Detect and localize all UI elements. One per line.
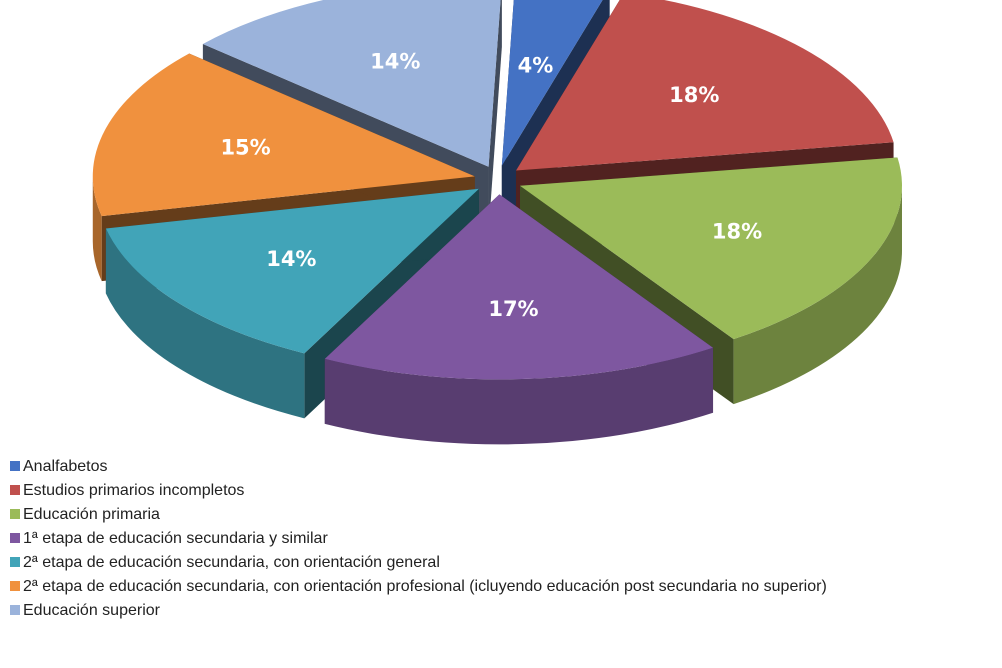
pie-slice-top xyxy=(519,157,902,340)
pie-chart: 4% 18% 18% 17% 14% 15% 14% xyxy=(92,0,902,445)
legend-swatch xyxy=(10,485,20,495)
legend-swatch xyxy=(10,509,20,519)
legend-label: Analfabetos xyxy=(23,458,108,475)
pie-slice-rim xyxy=(733,185,902,405)
chart-legend: Analfabetos Estudios primarios incompleto… xyxy=(10,455,827,623)
slice-label: 14% xyxy=(370,49,420,73)
slice-label: 17% xyxy=(488,297,538,321)
legend-label: Estudios primarios incompletos xyxy=(23,482,245,499)
legend-swatch xyxy=(10,557,20,567)
slice-label: 18% xyxy=(669,83,719,107)
pie-slice xyxy=(324,194,714,445)
pie-slice-rim xyxy=(105,228,305,419)
legend-label: Educación primaria xyxy=(23,506,160,523)
pie-slice-top xyxy=(324,194,714,380)
legend-swatch xyxy=(10,461,20,471)
legend-label: Educación superior xyxy=(23,602,160,619)
legend-item: 2ª etapa de educación secundaria, con or… xyxy=(10,551,827,575)
pie-slice-top xyxy=(92,53,475,217)
pie-slice-rim xyxy=(324,347,714,445)
legend-item: Educación primaria xyxy=(10,503,827,527)
pie-slice-top xyxy=(501,0,603,166)
legend-label: 1ª etapa de educación secundaria y simil… xyxy=(23,530,328,547)
pie-slice-wall xyxy=(488,0,502,232)
slice-label: 4% xyxy=(518,53,554,77)
legend-swatch xyxy=(10,605,20,615)
legend-item: 2ª etapa de educación secundaria, con or… xyxy=(10,575,827,599)
legend-swatch xyxy=(10,533,20,543)
legend-item: Educación superior xyxy=(10,599,827,623)
pie-labels: 4% 18% 18% 17% 14% 15% 14% xyxy=(220,49,762,321)
pie-slice-top xyxy=(202,0,501,167)
slice-label: 15% xyxy=(220,135,270,159)
pie-slice-top xyxy=(516,0,894,171)
legend-label: 2ª etapa de educación secundaria, con or… xyxy=(23,578,827,595)
legend-item: Estudios primarios incompletos xyxy=(10,479,827,503)
pie-slices xyxy=(92,0,902,445)
legend-swatch xyxy=(10,581,20,591)
pie-slice-rim xyxy=(92,176,102,282)
legend-item: Analfabetos xyxy=(10,455,827,479)
slice-label: 18% xyxy=(712,220,762,244)
slice-label: 14% xyxy=(266,247,316,271)
legend-label: 2ª etapa de educación secundaria, con or… xyxy=(23,554,440,571)
pie-slice-top xyxy=(105,188,479,354)
legend-item: 1ª etapa de educación secundaria y simil… xyxy=(10,527,827,551)
